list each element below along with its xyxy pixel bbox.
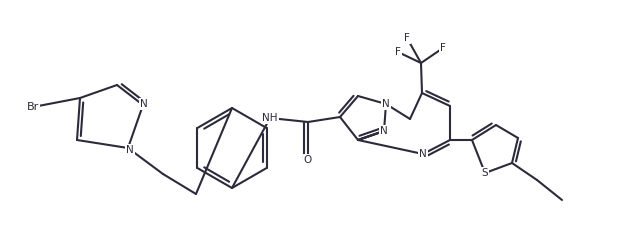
Text: N: N [382,99,390,109]
Text: F: F [404,33,410,43]
Text: S: S [482,168,489,178]
Text: NH: NH [262,113,278,123]
Text: O: O [304,155,312,165]
Text: N: N [380,126,388,136]
Text: N: N [140,99,148,109]
Text: F: F [440,43,446,53]
Text: N: N [126,145,134,155]
Text: N: N [419,149,427,159]
Text: F: F [395,47,401,57]
Text: Br: Br [27,102,39,112]
